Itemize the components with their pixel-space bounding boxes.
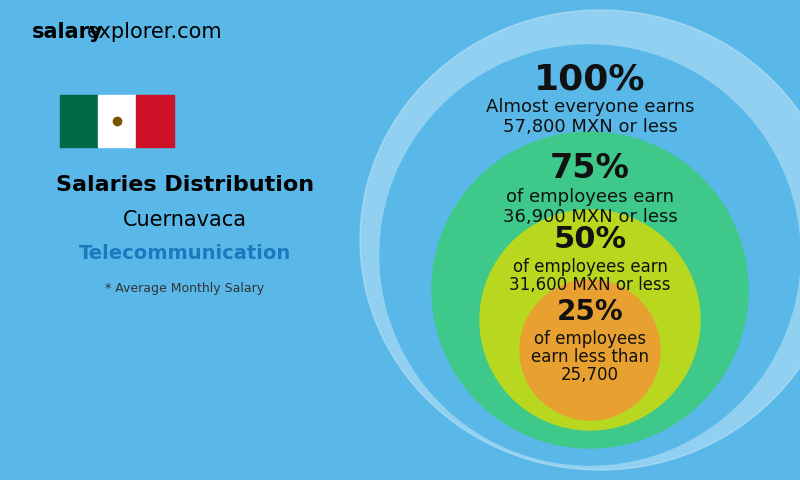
Text: earn less than: earn less than xyxy=(531,348,649,366)
Text: salary: salary xyxy=(32,22,104,42)
Text: of employees earn: of employees earn xyxy=(513,258,667,276)
Text: Cuernavaca: Cuernavaca xyxy=(123,210,247,230)
Bar xyxy=(60,95,98,147)
Bar xyxy=(98,95,136,147)
Text: 75%: 75% xyxy=(550,152,630,185)
Text: 50%: 50% xyxy=(554,225,626,254)
Circle shape xyxy=(520,280,660,420)
Circle shape xyxy=(380,45,800,465)
Ellipse shape xyxy=(360,10,800,470)
Text: 100%: 100% xyxy=(534,62,646,96)
Text: explorer.com: explorer.com xyxy=(87,22,223,42)
Text: of employees earn: of employees earn xyxy=(506,188,674,206)
Text: 31,600 MXN or less: 31,600 MXN or less xyxy=(510,276,670,294)
Text: 36,900 MXN or less: 36,900 MXN or less xyxy=(502,208,678,226)
Text: 25%: 25% xyxy=(557,298,623,326)
Text: Telecommunication: Telecommunication xyxy=(79,244,291,263)
Circle shape xyxy=(432,132,748,448)
Text: of employees: of employees xyxy=(534,330,646,348)
Bar xyxy=(136,95,174,147)
Text: 57,800 MXN or less: 57,800 MXN or less xyxy=(502,118,678,136)
Circle shape xyxy=(480,210,700,430)
Text: Salaries Distribution: Salaries Distribution xyxy=(56,175,314,195)
Text: 25,700: 25,700 xyxy=(561,366,619,384)
Text: Almost everyone earns: Almost everyone earns xyxy=(486,98,694,116)
Text: * Average Monthly Salary: * Average Monthly Salary xyxy=(106,282,265,295)
